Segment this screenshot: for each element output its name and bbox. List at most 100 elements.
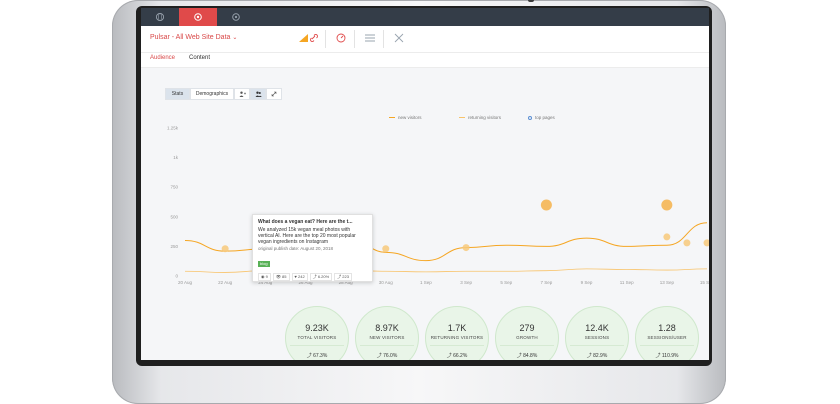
site-selector[interactable]: Pulsar - All Web Site Data ⌄	[150, 34, 237, 41]
top-page-bubble[interactable]	[663, 233, 671, 241]
tooltip-stat-clicks: ⤴ 223	[334, 273, 352, 281]
link-icon[interactable]	[309, 33, 319, 43]
site-title: Pulsar - All Web Site Data	[150, 34, 231, 41]
metric-value: 1.28	[658, 323, 676, 333]
metric-change-value: 66.2%	[453, 353, 468, 359]
metric-label: TOTAL VISITORS	[297, 335, 337, 340]
visitors-chart: 0 250 500 750 1k 1.25k 20 Aug 22 Aug 24 Aug 26 Au…	[167, 126, 710, 285]
metric-change-value: 110.9%	[661, 353, 679, 359]
top-page-bubble[interactable]	[683, 239, 691, 247]
top-page-bubble[interactable]	[703, 239, 710, 247]
view-toolbar: Stats Demographics	[165, 88, 282, 100]
metric-value: 12.4K	[585, 323, 609, 333]
metric-value: 1.7K	[447, 323, 467, 333]
metric-total-visitors[interactable]: 9.23K TOTAL VISITORS ⤴ 67.3%	[285, 306, 349, 360]
top-page-bubble[interactable]	[221, 245, 229, 253]
metric-sessions[interactable]: 12.4K SESSIONS ⤴ 82.9%	[565, 306, 629, 360]
metric-change-value: 67.3%	[313, 353, 328, 359]
tools-icon[interactable]	[394, 33, 404, 43]
top-page-bubble[interactable]	[661, 199, 673, 211]
tooltip-stat-views: 👁 85	[272, 273, 290, 281]
metric-label: NEW VISITORS	[369, 335, 405, 340]
tooltip-tag[interactable]: blog	[258, 261, 270, 267]
x-tick-label: 15 Sep	[700, 280, 709, 285]
legend-label: top pages	[535, 115, 555, 120]
gauge-icon[interactable]	[336, 33, 346, 43]
top-page-bubble[interactable]	[540, 199, 552, 211]
legend-top-pages[interactable]: top pages	[528, 115, 555, 120]
gear-icon	[194, 13, 202, 21]
tooltip-stat-rate: ⤴ 6.20%	[309, 273, 333, 281]
metric-growth[interactable]: 279 GROWTH ⤴ 84.8%	[495, 306, 559, 360]
list-icon[interactable]	[365, 33, 375, 43]
users-button[interactable]	[250, 88, 266, 100]
tab-content[interactable]: Content	[189, 55, 211, 61]
metric-label: RETURNING VISITORS	[430, 335, 484, 340]
legend-swatch	[459, 117, 465, 118]
metric-change: ⤴ 76.0%	[376, 353, 398, 359]
metric-value: 8.97K	[375, 323, 399, 333]
signal-icon[interactable]	[298, 33, 308, 43]
users-icon	[255, 91, 262, 97]
top-navigation-bar	[141, 8, 709, 26]
dashboard-main: Stats Demographics new visitors returnin…	[141, 68, 709, 360]
metric-divider	[290, 345, 344, 346]
metric-change: ⤴ 66.2%	[446, 353, 468, 359]
tooltip-stat-shares: ◉ 9	[258, 273, 271, 281]
top-page-bubble[interactable]	[462, 244, 470, 252]
page-tooltip[interactable]: What does a vegan eat? Here are the t...…	[252, 214, 373, 282]
x-tick-label: 11 Sep	[620, 280, 634, 285]
chevron-down-icon: ⌄	[232, 35, 238, 41]
add-user-button[interactable]	[234, 88, 250, 100]
tooltip-body: We analyzed 15k vegan meal photos with v…	[258, 227, 356, 245]
metric-change: ⤴ 82.9%	[586, 353, 608, 359]
page-header: Pulsar - All Web Site Data ⌄	[141, 26, 709, 53]
settings-icon	[232, 13, 240, 21]
tooltip-title: What does a vegan eat? Here are the t...	[258, 219, 353, 225]
x-tick-label: 22 Aug	[218, 280, 233, 285]
metric-label: SESSIONS/USER	[647, 335, 687, 340]
tooltip-stat-likes: ♥ 242	[291, 273, 308, 281]
x-tick-label: 30 Aug	[379, 280, 394, 285]
metric-change-value: 84.8%	[523, 353, 538, 359]
header-divider	[354, 30, 355, 48]
metric-change: ⤴ 67.3%	[306, 353, 328, 359]
subtabs-bar: Audience Content	[141, 53, 709, 68]
x-tick-label: 1 Sep	[420, 280, 432, 285]
tooltip-date: original publish date: August 20, 2018	[258, 246, 334, 251]
metric-sessions-per-user[interactable]: 1.28 SESSIONS/USER ⤴ 110.9%	[635, 306, 699, 360]
tab-globe[interactable]	[141, 8, 179, 26]
metric-divider	[500, 345, 554, 346]
x-tick-label: 3 Sep	[460, 280, 472, 285]
y-tick-label: 750	[170, 185, 178, 190]
tab-audience[interactable]: Audience	[150, 55, 176, 61]
demographics-button[interactable]: Demographics	[190, 88, 234, 100]
tab-config[interactable]	[217, 8, 255, 26]
tab-settings-active[interactable]	[179, 8, 217, 26]
header-divider	[383, 30, 384, 48]
legend-label: new visitors	[398, 115, 422, 120]
legend-returning-visitors[interactable]: returning visitors	[459, 115, 501, 120]
expand-button[interactable]	[266, 88, 282, 100]
metric-change: ⤴ 84.8%	[516, 353, 538, 359]
stat-value: 9	[265, 274, 268, 279]
stat-value: 223	[342, 274, 349, 279]
camera-sensor	[528, 0, 534, 2]
legend-swatch	[389, 117, 395, 118]
globe-icon	[155, 12, 165, 22]
metric-change-value: 76.0%	[383, 353, 398, 359]
metric-returning-visitors[interactable]: 1.7K RETURNING VISITORS ⤴ 66.2%	[425, 306, 489, 360]
legend-label: returning visitors	[468, 115, 502, 120]
x-tick-label: 5 Sep	[500, 280, 512, 285]
legend-new-visitors[interactable]: new visitors	[389, 115, 422, 120]
x-tick-label: 26 Aug	[298, 280, 313, 285]
tooltip-stats: ◉ 9 👁 85 ♥ 242 ⤴ 6.20% ⤴ 223	[258, 273, 367, 281]
metric-new-visitors[interactable]: 8.97K NEW VISITORS ⤴ 76.0%	[355, 306, 419, 360]
app-screen: Pulsar - All Web Site Data ⌄ Audience Con…	[141, 8, 709, 360]
add-user-icon	[239, 91, 246, 97]
top-page-bubble[interactable]	[382, 245, 390, 253]
stats-button[interactable]: Stats	[165, 88, 190, 100]
expand-icon	[271, 91, 277, 97]
y-tick-label: 1k	[173, 155, 179, 160]
x-tick-label: 28 Aug	[339, 280, 354, 285]
